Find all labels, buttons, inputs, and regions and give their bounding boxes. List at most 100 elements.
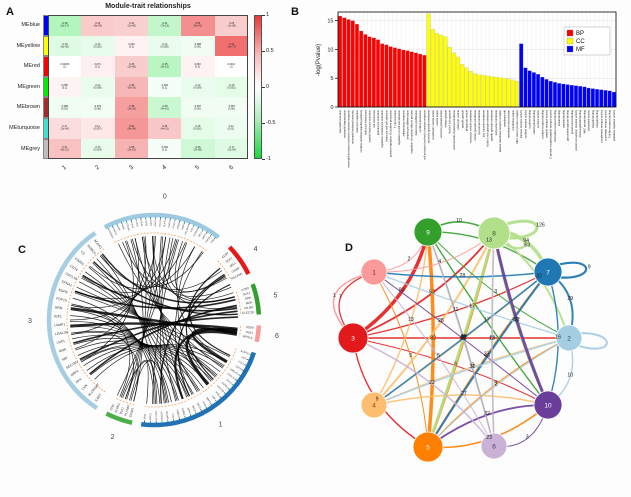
edge-count-label: 17 bbox=[469, 303, 475, 309]
gene-label: B2M bbox=[121, 225, 124, 230]
heatmap-cell-value: 0.52 (9e-34) bbox=[127, 125, 136, 131]
segment-number-label: 1 bbox=[219, 422, 223, 429]
edge-count-label: 4 bbox=[461, 334, 464, 340]
network-node bbox=[337, 322, 369, 354]
gene-label: ITGB2 bbox=[177, 222, 181, 229]
go-term-bar bbox=[342, 17, 347, 108]
network-node bbox=[360, 391, 388, 419]
legend-swatch bbox=[566, 29, 574, 37]
gene-label: CD99 bbox=[221, 251, 230, 259]
gene-label: SELE bbox=[191, 405, 196, 412]
heatmap-cell-value: -0.12 (0.008) bbox=[93, 84, 102, 90]
go-term-bar bbox=[464, 67, 469, 108]
network-edge bbox=[427, 231, 570, 339]
gene-label: KLRD1 bbox=[114, 402, 122, 413]
segment-number-label: 3 bbox=[28, 318, 32, 325]
gene-label: ITGB2 bbox=[231, 266, 241, 274]
go-term-bar bbox=[363, 34, 368, 108]
network-edge bbox=[427, 231, 549, 406]
heatmap-cell-value: -0.088 (0.05) bbox=[194, 43, 202, 49]
gene-tick bbox=[174, 218, 176, 222]
go-term-label: membrane microdomain bbox=[507, 109, 511, 138]
heatmap-cell: -0.087 (0.06) bbox=[181, 97, 215, 118]
gene-label: DLK1 bbox=[225, 256, 234, 264]
network-edge bbox=[373, 231, 429, 406]
network-node-label: 4 bbox=[372, 402, 376, 409]
edge-count-label: 3 bbox=[471, 362, 474, 368]
gene-tick bbox=[241, 369, 244, 372]
colorbar-tick-mark bbox=[262, 14, 265, 16]
chord-link bbox=[159, 236, 177, 402]
chord-link bbox=[177, 283, 231, 397]
colorbar-tick-mark bbox=[262, 86, 265, 88]
edge-count-label: 9 bbox=[588, 264, 591, 270]
panel-d-label: D bbox=[345, 242, 353, 254]
gene-label: HLA-E bbox=[163, 220, 167, 227]
go-term-bar bbox=[578, 86, 583, 108]
network-edge bbox=[427, 337, 570, 448]
edge-count-label: 5 bbox=[494, 380, 497, 386]
network-edge bbox=[427, 231, 495, 447]
gene-label: PLXNB2 bbox=[123, 404, 130, 416]
gene-label: CXCL12 bbox=[227, 372, 237, 380]
go-term-label: endosome membrane bbox=[494, 109, 498, 135]
go-term-label: lytic vacuole membrane bbox=[481, 109, 485, 137]
heatmap-cell: -0.38 (2e-17) bbox=[48, 15, 82, 36]
go-term-label: granulocyte activation bbox=[376, 109, 380, 135]
network-node-label: 3 bbox=[351, 335, 355, 342]
gene-label: CD99 bbox=[241, 286, 250, 292]
go-term-bar bbox=[401, 49, 406, 108]
network-node bbox=[555, 324, 583, 352]
gene-label: AGT bbox=[241, 356, 247, 361]
go-term-label: ficolin-1-rich granule bbox=[448, 109, 452, 133]
chord-link bbox=[185, 274, 226, 380]
go-term-bar bbox=[380, 43, 385, 108]
heatmap-cell-value: -0.063 (0.2) bbox=[161, 84, 169, 90]
chord-link bbox=[129, 236, 147, 401]
heatmap-cell-value: -0.11 (0.01) bbox=[228, 125, 235, 131]
heatmap-cell-value: -0.25 (2e-08) bbox=[193, 146, 203, 152]
gene-tick bbox=[205, 406, 208, 409]
gene-label: VIM bbox=[211, 239, 215, 243]
go-term-bar bbox=[557, 83, 562, 108]
heatmap-cell: -0.059 (0.2) bbox=[147, 138, 182, 160]
go-term-bar bbox=[540, 76, 545, 108]
segment-arc bbox=[103, 212, 221, 240]
network-node-label: 6 bbox=[492, 443, 496, 450]
go-term-label: peptidase regulator activity bbox=[612, 109, 616, 141]
heatmap-cell: 0.17 (2e-04) bbox=[48, 118, 82, 139]
go-term-bar bbox=[607, 90, 612, 108]
colorbar-tick-mark bbox=[262, 50, 265, 52]
heatmap-cell-value: 0.28 (4e-10) bbox=[160, 125, 169, 131]
heatmap-x-label: 5 bbox=[194, 164, 202, 172]
gene-tick bbox=[178, 417, 180, 421]
gene-tick bbox=[243, 364, 247, 366]
gene-tick bbox=[214, 399, 218, 403]
chord-link bbox=[161, 236, 238, 309]
gene-tick bbox=[238, 374, 241, 377]
go-term-bar bbox=[447, 47, 452, 108]
heatmap-cell-value: 0.058 (0.2) bbox=[61, 84, 68, 90]
gene-label: SELL bbox=[199, 231, 204, 237]
network-node-label: 1 bbox=[372, 269, 376, 276]
heatmap-cell-value: -0.14 (0.002) bbox=[93, 43, 102, 49]
go-term-label: cell chemotaxis bbox=[372, 109, 376, 127]
go-term-label: glycosaminoglycan binding bbox=[566, 109, 570, 141]
heatmap-cell: -0.13 (0.004) bbox=[81, 138, 115, 160]
colorbar-tick-label: 0 bbox=[266, 84, 270, 91]
gene-tick bbox=[183, 221, 186, 225]
edge-count-label: 2 bbox=[495, 382, 498, 388]
segment-number-label: 5 bbox=[274, 292, 278, 299]
legend-label: MF bbox=[576, 47, 585, 53]
network-node bbox=[360, 258, 388, 286]
chord-link bbox=[134, 238, 208, 386]
heatmap-cell: -0.35 (3e-15) bbox=[147, 56, 182, 77]
edge-count-label: 8 bbox=[463, 334, 466, 340]
go-term-bar bbox=[536, 74, 540, 108]
chord-link bbox=[74, 292, 230, 358]
gene-label: DLK1 bbox=[119, 406, 125, 415]
gene-label: TGFB1 bbox=[205, 236, 211, 244]
heatmap-cell-value: 0.0014 (1) bbox=[227, 63, 236, 70]
go-term-label: plasma membrane receptor complex bbox=[498, 109, 502, 152]
